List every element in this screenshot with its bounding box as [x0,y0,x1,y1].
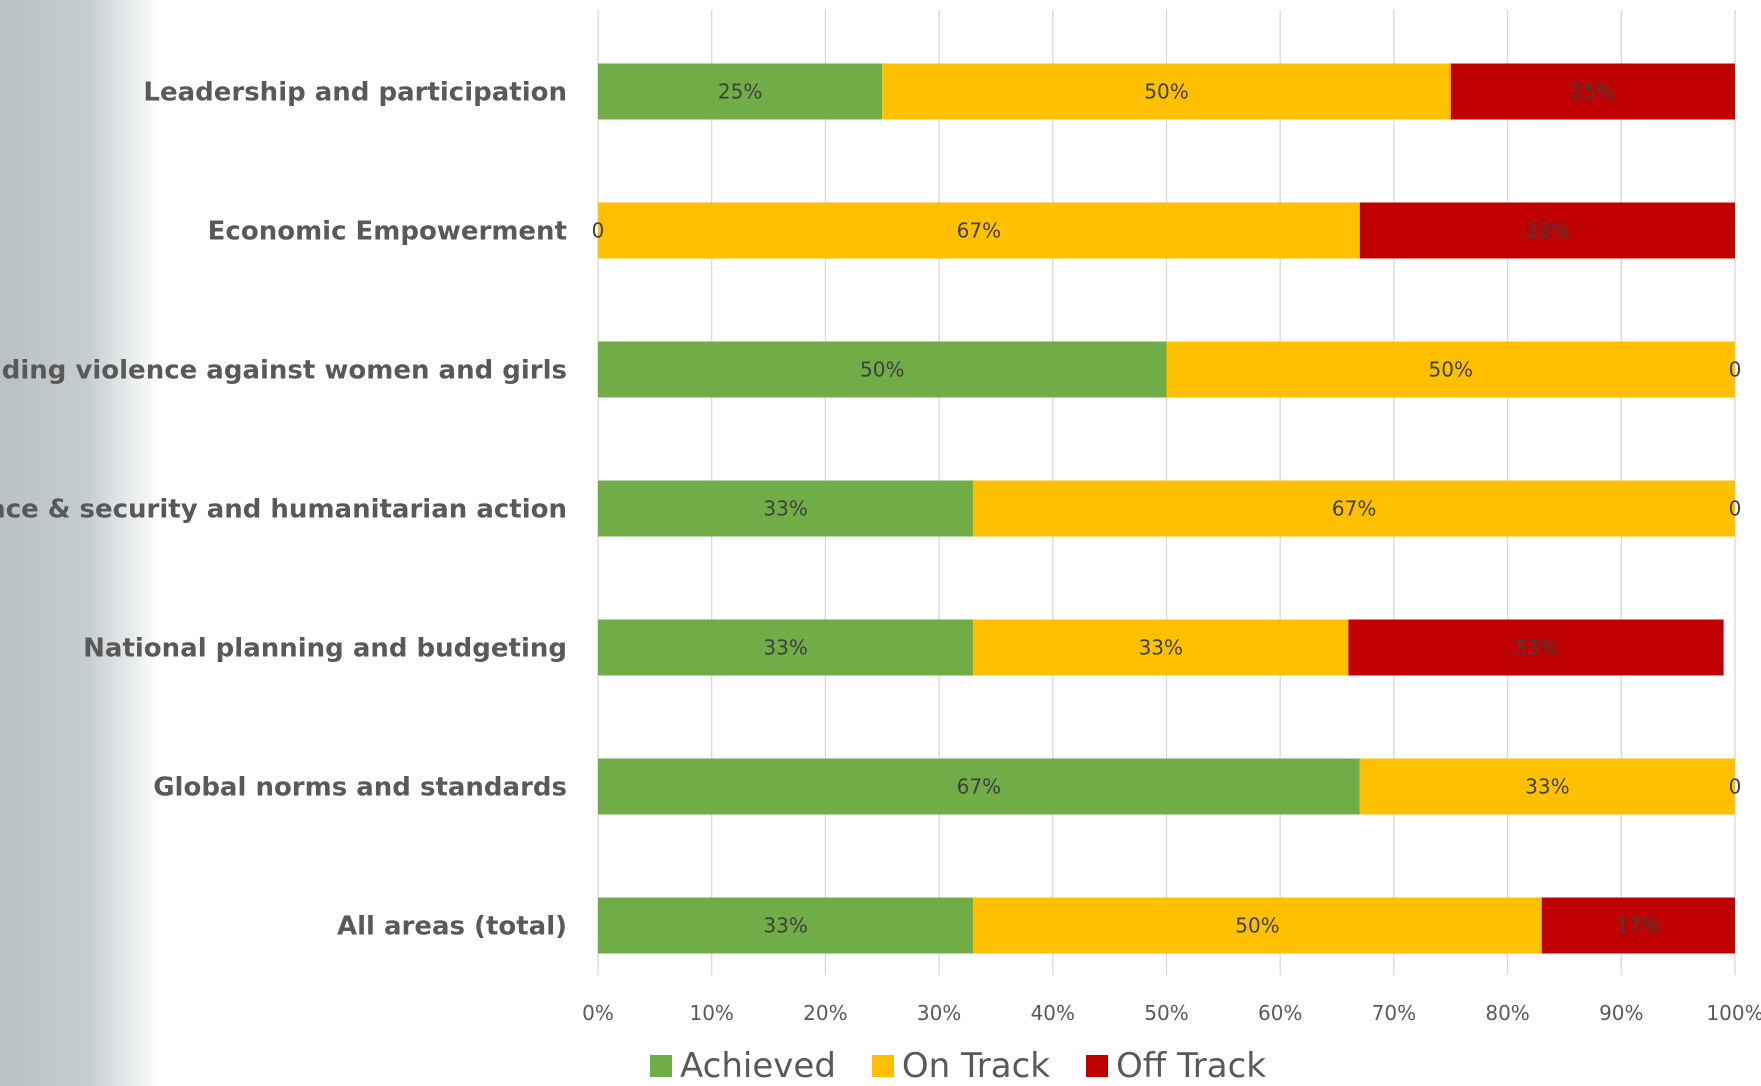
bars [598,63,1735,954]
x-tick-label: 50% [1144,1001,1188,1025]
data-label-on-track-peace-security-and-humanitarian-action: 67% [1332,497,1376,521]
data-label-achieved-peace-security-and-humanitarian-action: 33% [763,497,807,521]
x-tick-label: 10% [689,1001,733,1025]
category-label-ending-violence-against-women-and-girls: Ending violence against women and girls [0,356,567,386]
data-label-on-track-all-areas-total: 50% [1235,914,1279,938]
bar-achieved-ending-violence-against-women-and-girls [598,341,1167,398]
bar-on-track-national-planning-and-budgeting [973,619,1349,676]
bar-off-track-national-planning-and-budgeting [1348,619,1724,676]
data-label-off-track-national-planning-and-budgeting: 33% [1514,636,1558,660]
legend-label-achieved: Achieved [680,1046,836,1086]
data-label-off-track-global-norms-and-standards: 0 [1729,775,1742,799]
bar-on-track-peace-security-and-humanitarian-action [973,480,1735,537]
data-label-off-track-leadership-and-participation: 25% [1571,80,1615,104]
data-label-off-track-economic-empowerment: 33% [1525,219,1569,243]
legend-label-on-track: On Track [901,1046,1050,1086]
data-label-on-track-leadership-and-participation: 50% [1144,80,1188,104]
bar-on-track-global-norms-and-standards [1359,758,1735,815]
legend-swatch-off-track [1086,1055,1108,1077]
category-label-economic-empowerment: Economic Empowerment [208,217,567,247]
legend: Achieved On Track Off Track [0,1048,1761,1084]
x-tick-label: 0% [582,1001,614,1025]
data-label-on-track-economic-empowerment: 67% [957,219,1001,243]
bar-achieved-all-areas-total [598,897,974,954]
category-label-all-areas-total: All areas (total) [337,912,567,942]
bar-on-track-all-areas-total [973,897,1542,954]
bar-on-track-leadership-and-participation [882,63,1451,120]
data-label-achieved-national-planning-and-budgeting: 33% [763,636,807,660]
bar-off-track-economic-empowerment [1359,202,1735,259]
x-tick-label: 80% [1485,1001,1529,1025]
legend-label-off-track: Off Track [1116,1046,1266,1086]
data-label-achieved-global-norms-and-standards: 67% [957,775,1001,799]
data-labels: 25% 50% 25% 0 67% 33% 50% 50% 0 33% 67% 0 33% 33% 33% 6… [592,80,1742,938]
data-label-on-track-global-norms-and-standards: 33% [1525,775,1569,799]
bar-achieved-national-planning-and-budgeting [598,619,974,676]
x-tick-label: 30% [917,1001,961,1025]
legend-item-on-track: On Track [871,1046,1050,1086]
data-label-achieved-economic-empowerment: 0 [592,219,605,243]
x-tick-label: 60% [1258,1001,1302,1025]
bar-off-track-all-areas-total [1541,897,1735,954]
bar-off-track-leadership-and-participation [1450,63,1735,120]
category-labels: Leadership and participation Economic Emp… [0,78,567,942]
x-tick-label: 70% [1372,1001,1416,1025]
data-label-on-track-national-planning-and-budgeting: 33% [1139,636,1183,660]
legend-swatch-on-track [871,1055,894,1077]
bar-achieved-global-norms-and-standards [598,758,1360,815]
legend-item-off-track: Off Track [1086,1048,1266,1084]
data-label-off-track-ending-violence-against-women-and-girls: 0 [1729,358,1742,382]
category-label-national-planning-and-budgeting: National planning and budgeting [83,634,567,664]
data-label-achieved-leadership-and-participation: 25% [718,80,762,104]
x-tick-label: 90% [1599,1001,1643,1025]
legend-swatch-achieved [650,1055,673,1077]
category-label-global-norms-and-standards: Global norms and standards [153,773,567,803]
bar-on-track-economic-empowerment [598,202,1360,259]
data-label-achieved-ending-violence-against-women-and-girls: 50% [860,358,904,382]
bar-on-track-ending-violence-against-women-and-girls [1166,341,1735,398]
data-label-achieved-all-areas-total: 33% [763,914,807,938]
category-label-peace-security-and-humanitarian-action: Peace & security and humanitarian action [0,495,567,525]
category-label-leadership-and-participation: Leadership and participation [143,78,567,108]
x-tick-labels: 0% 10% 20% 30% 40% 50% 60% 70% 80% 90% 100% [582,1001,1761,1025]
legend-item-achieved: Achieved [650,1048,836,1084]
data-label-off-track-peace-security-and-humanitarian-action: 0 [1729,497,1742,521]
data-label-off-track-all-areas-total: 17% [1616,914,1660,938]
bar-achieved-leadership-and-participation [598,63,883,120]
data-label-on-track-ending-violence-against-women-and-girls: 50% [1429,358,1473,382]
side-shade [0,0,160,1086]
bar-achieved-peace-security-and-humanitarian-action [598,480,974,537]
x-tick-label: 20% [803,1001,847,1025]
x-tick-label: 100% [1706,1001,1761,1025]
x-tick-label: 40% [1031,1001,1075,1025]
